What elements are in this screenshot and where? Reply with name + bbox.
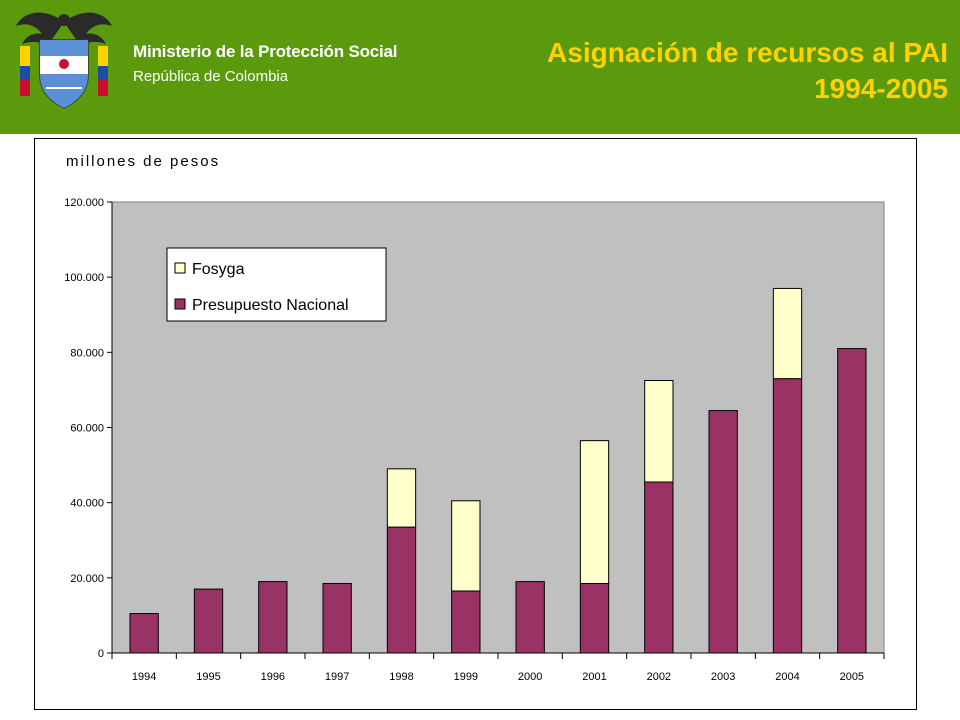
org-country: República de Colombia xyxy=(133,68,289,85)
x-tick-label: 1997 xyxy=(325,671,349,683)
bar-presupuesto-nacional-1996 xyxy=(258,581,288,654)
bar-presupuesto-nacional-1997 xyxy=(322,582,352,654)
title-line-2: 1994-2005 xyxy=(814,73,948,104)
organization-block: Ministerio de la Protección Social Repúb… xyxy=(133,42,398,85)
legend-label: Fosyga xyxy=(192,261,245,278)
y-tick-label: 0 xyxy=(98,648,104,660)
bar-presupuesto-nacional-1998 xyxy=(386,526,417,654)
legend-box xyxy=(166,247,387,322)
title-line-1: Asignación de recursos al PAI xyxy=(547,37,948,68)
legend-label: Presupuesto Nacional xyxy=(192,297,349,314)
x-tick-label: 1995 xyxy=(196,671,220,683)
coat-of-arms-logo xyxy=(16,12,112,109)
stacked-bar-chart: 0 20.000 40.000 60.000 80.000 100.000 120.000 1… xyxy=(64,197,885,683)
x-tick-label: 1994 xyxy=(132,671,156,683)
slide-title: Asignación de recursos al PAI 1994-2005 xyxy=(547,36,948,108)
bar-presupuesto-nacional-1994 xyxy=(129,613,159,654)
bar-presupuesto-nacional-2005 xyxy=(837,348,867,654)
bar-fosyga-2004 xyxy=(772,287,803,380)
bar-fosyga-2002 xyxy=(644,380,674,483)
y-tick-label: 20.000 xyxy=(70,573,104,585)
legend-swatch xyxy=(174,262,186,274)
legend-swatch xyxy=(174,298,186,310)
bar-presupuesto-nacional-1999 xyxy=(451,590,481,654)
bar-presupuesto-nacional-2000 xyxy=(515,581,545,654)
bar-fosyga-1998 xyxy=(386,468,417,528)
x-tick-label: 2004 xyxy=(775,671,799,683)
y-tick-label: 40.000 xyxy=(70,498,104,510)
bar-presupuesto-nacional-2002 xyxy=(644,481,674,654)
x-tick-label: 2002 xyxy=(647,671,671,683)
bar-presupuesto-nacional-1995 xyxy=(193,588,224,654)
bar-fosyga-1999 xyxy=(451,500,481,592)
x-tick-label: 1998 xyxy=(389,671,413,683)
bar-presupuesto-nacional-2001 xyxy=(579,582,610,654)
x-tick-label: 2005 xyxy=(840,671,864,683)
y-tick-label: 100.000 xyxy=(64,272,104,284)
header-banner: Ministerio de la Protección Social Repúb… xyxy=(0,0,960,134)
x-tick-label: 2003 xyxy=(711,671,735,683)
y-units-label: millones de pesos xyxy=(66,153,221,170)
x-tick-label: 1999 xyxy=(454,671,478,683)
chart-area: millones de pesos 0 20.000 40.000 60.000 80.… xyxy=(34,138,917,710)
y-tick-label: 60.000 xyxy=(70,423,104,435)
bar-presupuesto-nacional-2003 xyxy=(708,410,738,654)
bar-presupuesto-nacional-2004 xyxy=(772,378,803,654)
x-tick-label: 2001 xyxy=(582,671,606,683)
bar-fosyga-2001 xyxy=(579,440,610,584)
y-tick-label: 80.000 xyxy=(70,347,104,359)
x-tick-label: 2000 xyxy=(518,671,542,683)
x-tick-label: 1996 xyxy=(261,671,285,683)
y-tick-label: 120.000 xyxy=(64,197,104,209)
org-name: Ministerio de la Protección Social xyxy=(133,42,398,61)
